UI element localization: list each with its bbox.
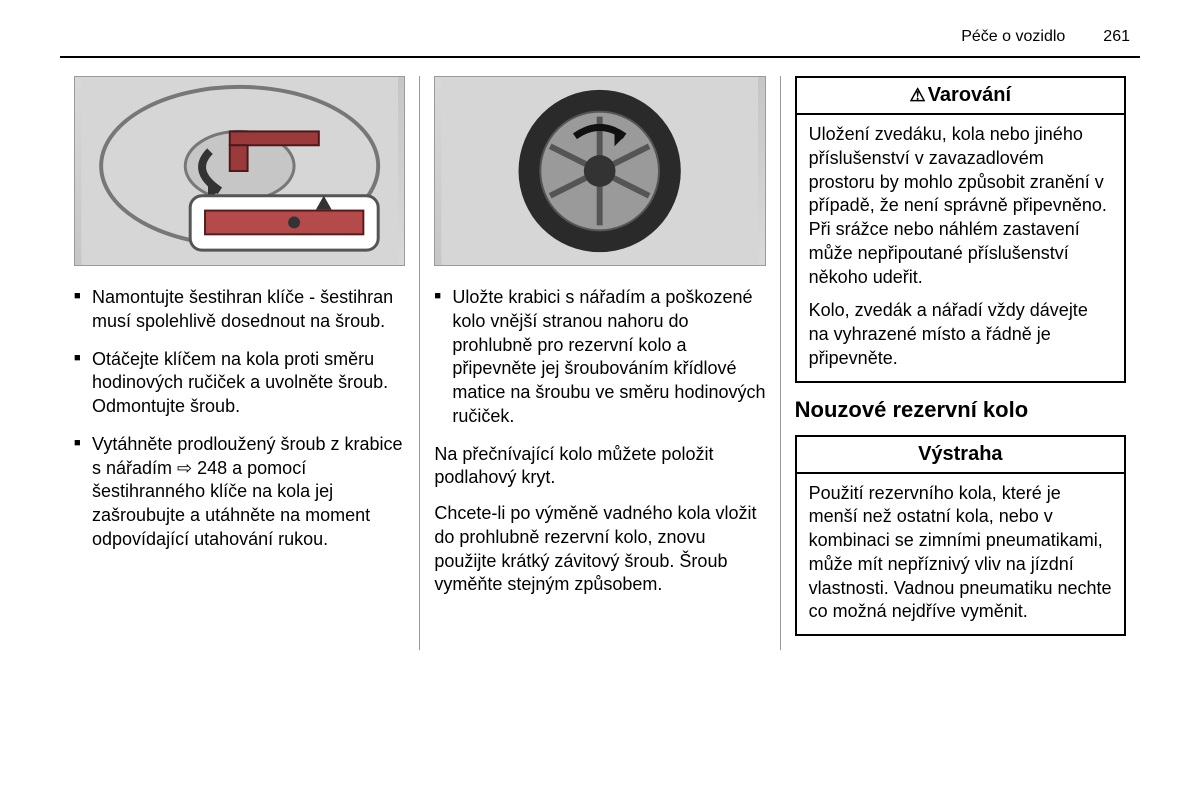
header-title: Péče o vozidlo	[961, 28, 1065, 46]
caution-box-title: Výstraha	[797, 437, 1124, 474]
three-column-layout: Namontujte šestihran klíče - šestihran m…	[60, 76, 1140, 650]
list-item: Otáčejte klíčem na kola proti směru hodi…	[74, 348, 405, 419]
section-heading-spare-wheel: Nouzové rezervní kolo	[795, 397, 1126, 423]
column1-bullets: Namontujte šestihran klíče - šestihran m…	[74, 286, 405, 552]
paragraph: Použití rezervního kola, které je menší …	[809, 482, 1112, 625]
warning-box-title: ⚠Varování	[797, 78, 1124, 115]
list-item: Uložte krabici s nářadím a poškozené kol…	[434, 286, 765, 429]
list-item: Namontujte šestihran klíče - šestihran m…	[74, 286, 405, 334]
header-rule	[60, 56, 1140, 58]
wheel-illustration-icon	[435, 77, 764, 265]
column-3: ⚠Varování Uložení zvedáku, kola nebo jin…	[780, 76, 1140, 650]
caution-box-body: Použití rezervního kola, které je menší …	[797, 474, 1124, 635]
header-page-number: 261	[1103, 28, 1130, 46]
paragraph: Kolo, zvedák a nářadí vždy dávejte na vy…	[809, 299, 1112, 370]
paragraph: Chcete-li po výměně vadného kola vložit …	[434, 502, 765, 597]
column2-bullets: Uložte krabici s nářadím a poškozené kol…	[434, 286, 765, 429]
warning-triangle-icon: ⚠	[910, 85, 926, 105]
warning-box: ⚠Varování Uložení zvedáku, kola nebo jin…	[795, 76, 1126, 383]
warning-box-body: Uložení zvedáku, kola nebo jiného příslu…	[797, 115, 1124, 381]
warning-title-text: Varování	[928, 84, 1011, 106]
column-2: Uložte krabici s nářadím a poškozené kol…	[419, 76, 779, 650]
figure-jack-key	[74, 76, 405, 266]
page-header: Péče o vozidlo 261	[60, 28, 1140, 46]
paragraph: Na přečnívající kolo můžete položit podl…	[434, 443, 765, 491]
jack-illustration-icon	[75, 77, 404, 265]
paragraph: Uložení zvedáku, kola nebo jiného příslu…	[809, 123, 1112, 289]
list-item: Vytáhněte prodloužený šroub z krabice s …	[74, 433, 405, 552]
manual-page: Péče o vozidlo 261	[0, 0, 1200, 802]
column-1: Namontujte šestihran klíče - šestihran m…	[60, 76, 419, 650]
figure-wheel-well	[434, 76, 765, 266]
caution-box: Výstraha Použití rezervního kola, které …	[795, 435, 1126, 637]
